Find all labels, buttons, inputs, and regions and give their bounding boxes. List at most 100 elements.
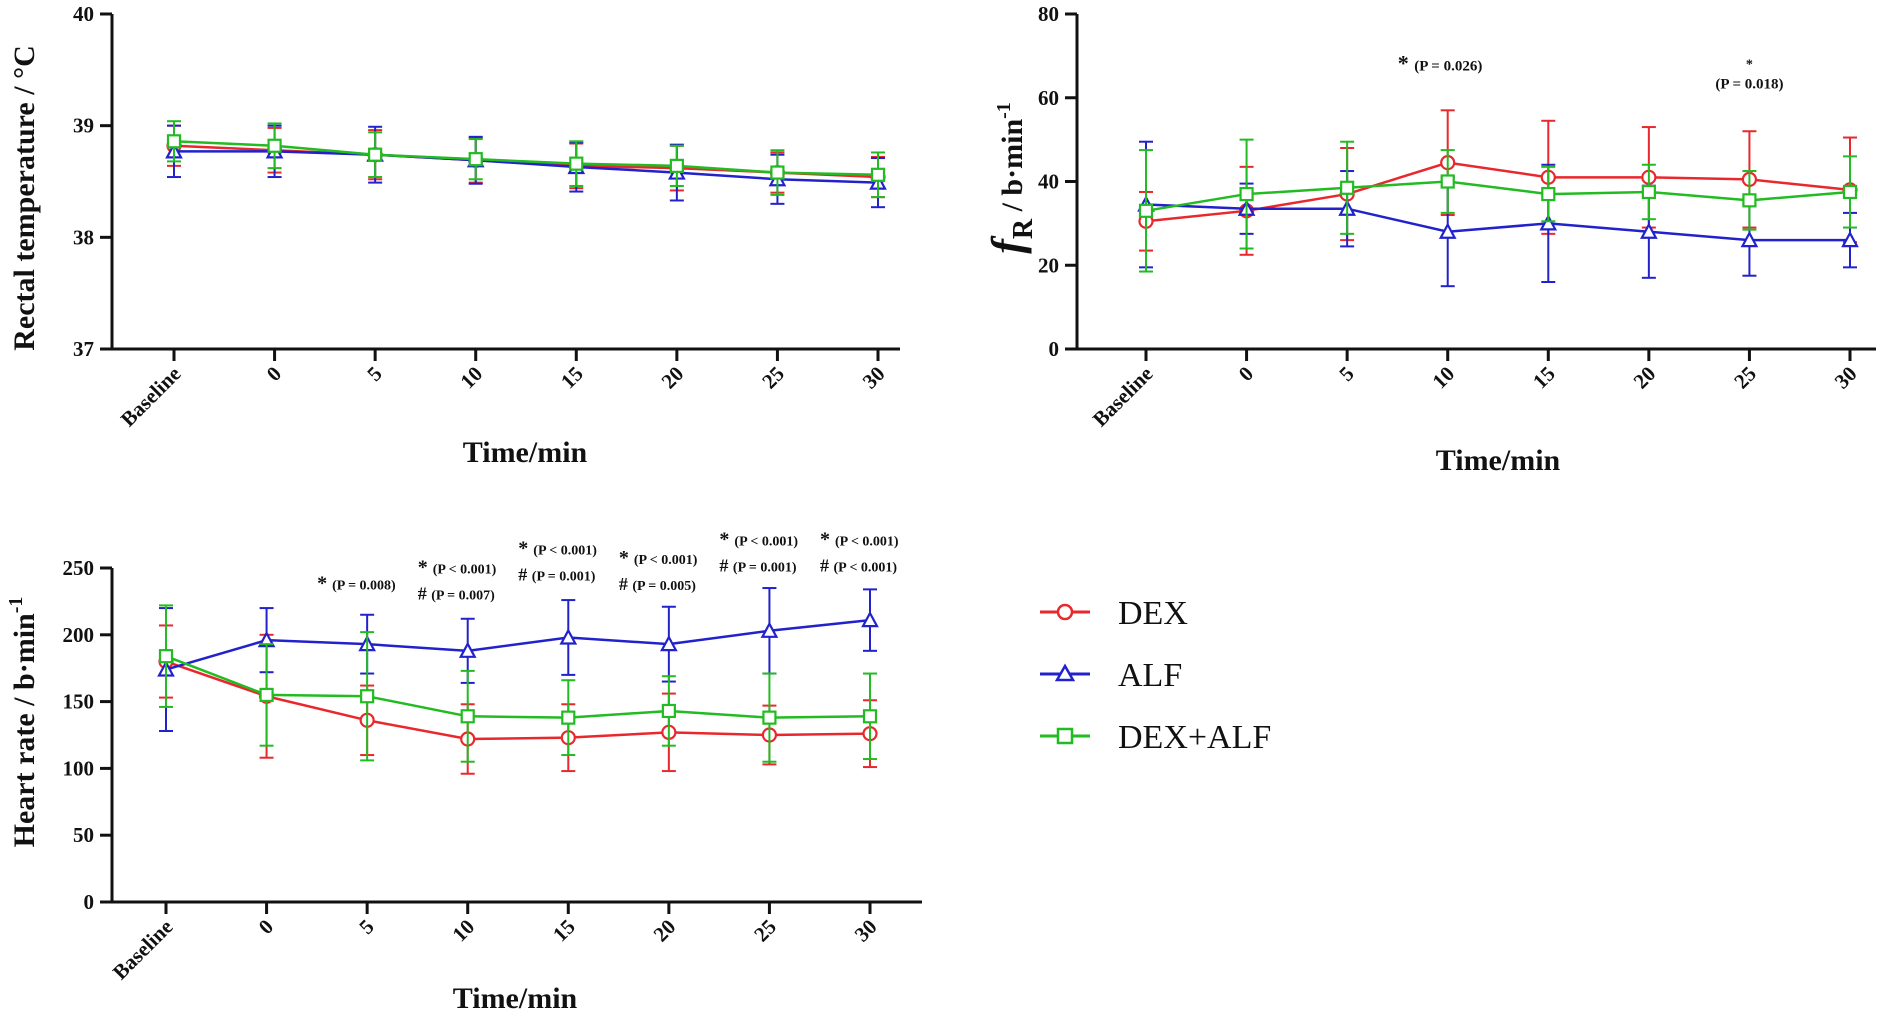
fr-dex-alf-point	[1842, 184, 1858, 200]
hr-x-tick-label: 15	[548, 915, 580, 947]
fr-dex-alf-point	[1742, 193, 1757, 208]
hr-y-tick-label: 250	[63, 556, 95, 580]
temp-dex-alf-point	[870, 167, 886, 182]
legend-item-alf: ALF	[1040, 657, 1182, 694]
fr-series-dex-alf	[1138, 138, 1858, 273]
hr-annotation-hash: #	[719, 555, 733, 575]
fr-dex-alf-point	[1541, 186, 1556, 202]
fr-x-tick-label: 20	[1629, 362, 1661, 394]
fr-dex-alf-line	[1145, 180, 1851, 213]
fr-x-tick-label: 30	[1830, 362, 1862, 394]
hr-y-axis-title: Heart rate / b·min-1	[5, 597, 41, 848]
hr-annotation-p1: (P < 0.001)	[533, 544, 597, 559]
hr-annotation-line1: * (P < 0.001)	[619, 547, 698, 569]
fr-x-tick-label: 15	[1528, 362, 1560, 394]
fr-dex-alf-point	[1641, 184, 1656, 200]
temp-y-tick-label: 37	[73, 337, 94, 361]
temp-dex-alf-point	[166, 134, 182, 149]
fr-y-axis-superscript: -1	[993, 102, 1015, 119]
hr-dex-line	[165, 660, 871, 741]
hr-alf-point	[559, 628, 578, 645]
temp-y-tick-label: 38	[73, 225, 94, 249]
hr-annotation-p2: (P = 0.007)	[431, 588, 495, 603]
hr-y-tick-label: 150	[63, 690, 95, 714]
fr-y-tick-label: 0	[1049, 337, 1060, 361]
hr-annotation-hash: #	[518, 565, 532, 585]
hr-x-tick-label: 5	[354, 915, 378, 939]
hr-alf-point	[760, 621, 779, 638]
hr-dex-alf-point	[460, 709, 475, 724]
hr-annotation: * (P < 0.001)# (P = 0.001)	[719, 528, 798, 575]
temp-x-tick-label: 10	[455, 362, 487, 394]
fr-dex-alf-point	[1239, 186, 1254, 202]
hr-x-tick-label: Baseline	[108, 915, 178, 985]
rectal-temperature-chart: Rectal temperature / °C Time/min 37 38 39 4…	[8, 2, 900, 469]
fr-x-tick-label: 25	[1729, 362, 1761, 394]
hr-dex-alf-point	[661, 703, 676, 719]
hr-annotation-p1: (P < 0.001)	[433, 562, 497, 577]
fr-annotation-p: (P = 0.026)	[1414, 59, 1482, 75]
hr-annotation-hash: #	[820, 555, 834, 575]
fr-annotation-star: *	[1398, 51, 1415, 76]
fr-annotation: * (P = 0.026)	[1398, 51, 1483, 76]
temp-dex-alf-line	[173, 140, 879, 177]
temp-y-tick-label: 39	[73, 114, 94, 138]
fr-annotation: * (P = 0.018)	[1715, 58, 1783, 93]
temp-x-tick-label: 5	[362, 362, 386, 386]
hr-annotation-star: *	[518, 538, 533, 560]
hr-x-axis-title: Time/min	[453, 982, 578, 1015]
temp-plot: 37 38 39 40 Baseline 0 5 10 15 20 25 30	[73, 2, 900, 431]
hr-series-dex-alf	[158, 604, 878, 763]
fr-dex-alf-point	[1340, 180, 1355, 195]
hr-annotation-star: *	[418, 556, 433, 578]
legend-dex-label: DEX	[1118, 595, 1188, 632]
hr-annotation-line2: # (P < 0.001)	[820, 555, 897, 575]
hr-dex-alf-point	[762, 710, 777, 725]
fr-x-axis-title: Time/min	[1436, 444, 1561, 477]
hr-x-tick-label: 30	[850, 915, 882, 947]
hr-annotation-p2: (P = 0.001)	[733, 560, 797, 575]
hr-annotation: * (P < 0.001) # (P < 0.001)	[820, 528, 899, 575]
hr-dex-alf-point	[561, 710, 576, 725]
legend-alf-label: ALF	[1118, 657, 1182, 694]
temp-dex-alf-point	[569, 156, 584, 171]
hr-dex-alf-line	[165, 655, 871, 719]
legend-dex-alf-label: DEX+ALF	[1118, 719, 1271, 756]
fr-x-tick-label: 5	[1334, 362, 1358, 386]
hr-alf-point	[458, 641, 477, 658]
hr-annotation-hash: #	[619, 574, 633, 594]
legend-item-dex: DEX	[1040, 595, 1188, 632]
temp-x-tick-label: 0	[262, 362, 286, 386]
hr-annotation: * (P < 0.001)# (P = 0.001)	[518, 538, 597, 585]
temp-x-tick-label: 25	[757, 362, 789, 394]
legend-alf-marker	[1054, 663, 1076, 682]
hr-annotation-line1: * (P < 0.001)	[418, 556, 497, 578]
hr-annotation: * (P = 0.008)	[317, 572, 396, 594]
hr-annotation-star: *	[619, 547, 634, 569]
hr-annotation-line2: # (P = 0.007)	[418, 583, 495, 603]
hr-y-axis-label: Heart rate / b·min	[8, 613, 41, 847]
legend: DEX ALF DEX+ALF	[1040, 595, 1271, 756]
hr-y-tick-label: 50	[73, 823, 94, 847]
fr-y-axis-symbol: f	[983, 235, 1032, 254]
fr-y-tick-label: 40	[1038, 170, 1059, 194]
temp-dex-alf-point	[468, 152, 483, 167]
hr-annotation-p2: (P < 0.001)	[834, 560, 898, 575]
hr-y-tick-label: 0	[84, 890, 95, 914]
hr-annotation-line2: # (P = 0.001)	[719, 555, 796, 575]
hr-annotation-line1: * (P < 0.001)	[820, 528, 899, 550]
fr-alf-point	[1740, 230, 1759, 248]
hr-dex-alf-point	[862, 709, 878, 724]
hr-annotation-p2: (P = 0.001)	[532, 570, 596, 585]
fr-y-axis-title: fR / b·min-1	[983, 102, 1039, 254]
fr-y-axis-subscript: R	[1008, 218, 1039, 239]
temp-dex-alf-point	[368, 147, 383, 162]
hr-alf-point	[861, 610, 879, 628]
hr-x-tick-label: 25	[749, 915, 781, 947]
hr-x-tick-label: 20	[649, 915, 681, 947]
fr-y-tick-label: 60	[1038, 86, 1059, 110]
hr-plot: 0 50 100 150 200 250 Baseline 0 5 10 15 20 25 30 * (P …	[63, 528, 922, 985]
hr-y-axis-superscript: -1	[5, 597, 27, 614]
hr-alf-line	[165, 618, 871, 671]
